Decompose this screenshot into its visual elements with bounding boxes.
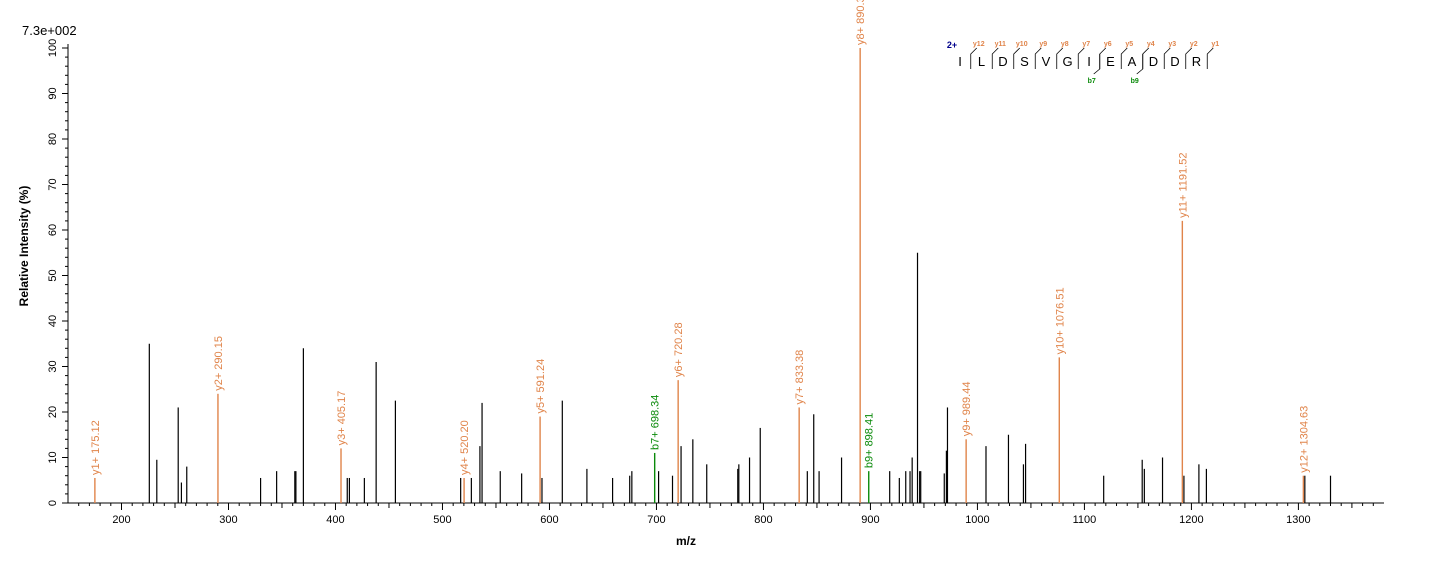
peak-label: y11+ 1191.52 xyxy=(1177,153,1189,218)
x-tick-label: 1100 xyxy=(1073,514,1097,526)
peak-label: b9+ 898.41 xyxy=(864,413,876,468)
x-tick-label: 1200 xyxy=(1179,514,1203,526)
b-ion-cleavage-mark xyxy=(1136,54,1144,75)
b-ion-label: b7 xyxy=(1088,78,1096,85)
unassigned-peaks xyxy=(148,252,1332,503)
b-ion-label: b9 xyxy=(1131,78,1139,85)
peak-label: y10+ 1076.51 xyxy=(1054,287,1066,354)
y-tick-label: 30 xyxy=(47,360,59,372)
sequence-residue: D xyxy=(1149,54,1158,69)
y-ion-label: y8 xyxy=(1061,41,1069,48)
y-ion-label: y2 xyxy=(1190,41,1198,48)
x-tick-label: 600 xyxy=(540,514,558,526)
y-ion-label: y10 xyxy=(1016,41,1028,48)
y-tick-label: 10 xyxy=(47,451,59,463)
sequence-residue: V xyxy=(1042,54,1051,69)
sequence-residue: L xyxy=(978,54,985,69)
peak-label: y2+ 290.15 xyxy=(213,336,225,391)
x-axis-title: m/z xyxy=(676,534,696,548)
x-tick-label: 1000 xyxy=(965,514,989,526)
peak-label: y12+ 1304.63 xyxy=(1298,406,1310,473)
y-ion-label: y11 xyxy=(995,41,1006,48)
intensity-scale-label: 7.3e+002 xyxy=(22,23,77,38)
y-ion-label: y9 xyxy=(1039,41,1047,48)
y-ion-label: y4 xyxy=(1147,41,1155,48)
x-tick-label: 800 xyxy=(754,514,772,526)
y-ion-cleavage-mark xyxy=(1120,47,1128,69)
sequence-residue: D xyxy=(998,54,1007,69)
y-ion-cleavage-mark xyxy=(1163,47,1171,69)
y-ion-cleavage-mark xyxy=(991,47,999,69)
y-ion-cleavage-mark xyxy=(1056,47,1064,69)
sequence-residue: A xyxy=(1128,54,1137,69)
y-tick-label: 40 xyxy=(47,315,59,327)
sequence-residue: R xyxy=(1192,54,1201,69)
y-ion-cleavage-mark xyxy=(1099,47,1107,69)
peak-label: y3+ 405.17 xyxy=(336,391,348,446)
x-tick-label: 500 xyxy=(433,514,451,526)
annotated-peaks: y1+ 175.12 y2+ 290.15 y3+ 405.17 y4+ 520.20… xyxy=(90,0,1310,503)
peak-label: y8+ 890.39 xyxy=(855,0,867,45)
y-tick-label: 50 xyxy=(47,269,59,281)
y-ion-cleavage-mark xyxy=(970,47,978,69)
peak-label: y9+ 989.44 xyxy=(961,382,973,437)
peak-label: y4+ 520.20 xyxy=(459,420,471,475)
y-tick-label: 70 xyxy=(47,178,59,190)
y-tick-label: 0 xyxy=(47,500,59,506)
peak-label: y7+ 833.38 xyxy=(794,350,806,405)
sequence-residue: S xyxy=(1020,54,1029,69)
y-tick-label: 80 xyxy=(47,133,59,145)
y-tick-label: 90 xyxy=(47,87,59,99)
y-ion-cleavage-mark xyxy=(1185,47,1193,69)
y-ion-cleavage-mark xyxy=(1034,47,1042,69)
x-tick-label: 700 xyxy=(647,514,665,526)
x-tick-label: 300 xyxy=(219,514,237,526)
y-ion-cleavage-mark xyxy=(1013,47,1021,69)
b-ion-cleavage-mark xyxy=(1093,54,1101,75)
sequence-residue: I xyxy=(1087,54,1091,69)
sequence-residue: E xyxy=(1106,54,1115,69)
sequence-residue: I xyxy=(958,54,962,69)
x-tick-label: 400 xyxy=(326,514,344,526)
axes: 0 10 20 30 40 50 60 70 80 90 100 200 300 400 500 600 700… xyxy=(47,39,1384,526)
y-ion-cleavage-mark xyxy=(1206,47,1214,69)
y-tick-label: 60 xyxy=(47,224,59,236)
peak-label: y1+ 175.12 xyxy=(90,420,102,475)
peak-label: b7+ 698.34 xyxy=(650,395,662,450)
charge-state-label: 2+ xyxy=(947,40,957,50)
sequence-residue: G xyxy=(1062,54,1072,69)
peak-label: y5+ 591.24 xyxy=(535,359,547,414)
y-ion-label: y5 xyxy=(1125,41,1133,48)
y-ion-label: y6 xyxy=(1104,41,1112,48)
peak-label: y6+ 720.28 xyxy=(673,322,685,377)
y-ion-label: y7 xyxy=(1082,41,1090,48)
sequence-residue: D xyxy=(1170,54,1179,69)
y-ion-label: y3 xyxy=(1168,41,1176,48)
x-tick-label: 200 xyxy=(112,514,130,526)
y-ion-cleavage-mark xyxy=(1077,47,1085,69)
x-tick-label: 1300 xyxy=(1286,514,1310,526)
y-tick-label: 20 xyxy=(47,406,59,418)
x-tick-label: 900 xyxy=(861,514,879,526)
y-ion-label: y12 xyxy=(973,41,985,48)
y-tick-label: 100 xyxy=(47,39,59,57)
y-ion-label: y1 xyxy=(1211,41,1219,48)
y-axis-title: Relative Intensity (%) xyxy=(17,186,31,307)
